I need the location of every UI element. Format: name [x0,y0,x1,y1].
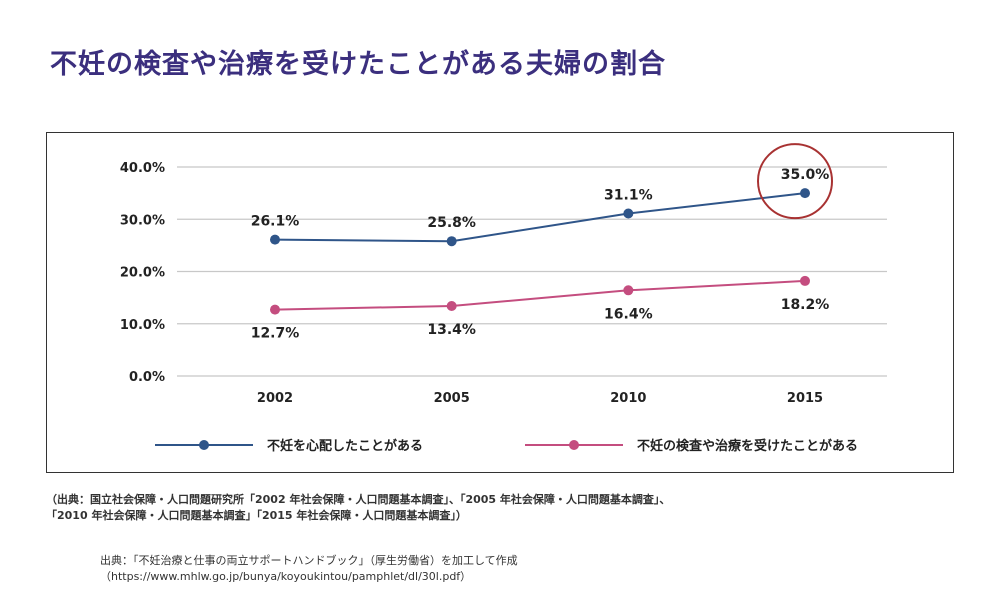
y-tick-label: 20.0% [120,266,165,281]
legend: 不妊を心配したことがある 不妊の検査や治療を受けたことがある [155,438,858,454]
y-tick-label: 30.0% [120,213,165,228]
citation: 出典：「不妊治療と仕事の両立サポートハンドブック」（厚生労働省）を加工して作成 … [100,553,518,585]
data-point [270,304,280,315]
data-label: 12.7% [251,326,300,342]
x-tick-label: 2002 [257,391,293,406]
data-label: 26.1% [251,214,300,230]
data-label: 18.2% [781,297,830,313]
highlight-circle [757,143,833,220]
y-tick-label: 0.0% [129,370,165,385]
data-label: 35.0% [781,167,830,183]
legend-label: 不妊を心配したことがある [267,438,423,454]
data-point [446,300,457,311]
data-label: 16.4% [604,306,653,322]
data-label: 25.8% [427,215,476,231]
data-point [623,285,634,296]
series-layer: 26.1% 25.8% 31.1% 35.0% 12.7% 13.4% 16.4% 18.2% [251,143,833,342]
legend-marker [199,440,209,450]
axis-labels: 0.0% 10.0% 20.0% 30.0% 40.0% 2002 2005 2010 2015 [120,161,823,406]
x-tick-label: 2010 [610,391,646,406]
x-tick-label: 2015 [787,391,823,406]
series-line [274,279,806,311]
page-title: 不妊の検査や治療を受けたことがある夫婦の割合 [50,49,666,80]
citation-line-2: （https://www.mhlw.go.jp/bunya/koyoukinto… [100,570,472,583]
data-label: 31.1% [604,188,653,204]
citation-line-1: 出典：「不妊治療と仕事の両立サポートハンドブック」（厚生労働省）を加工して作成 [100,554,518,567]
data-point [800,188,810,199]
data-point [446,236,457,247]
y-tick-label: 10.0% [120,318,165,333]
source-note-line-2: 「2010 年社会保障・人口問題基本調査」「2015 年社会保障・人口問題基本調… [46,509,467,522]
source-note: （出典：国立社会保障・人口問題研究所「2002 年社会保障・人口問題基本調査」、… [46,492,746,524]
series-line [274,192,806,243]
line-chart: 0.0% 10.0% 20.0% 30.0% 40.0% 2002 2005 2010 2015… [120,143,887,454]
data-label: 13.4% [427,322,476,338]
y-tick-label: 40.0% [120,161,165,176]
legend-marker [569,440,579,450]
data-point [623,208,634,219]
data-point [270,234,280,245]
chart-frame: 0.0% 10.0% 20.0% 30.0% 40.0% 2002 2005 2010 2015… [46,132,954,473]
grid-layer [177,166,887,377]
legend-label: 不妊の検査や治療を受けたことがある [637,438,858,454]
source-note-line-1: （出典：国立社会保障・人口問題研究所「2002 年社会保障・人口問題基本調査」、… [46,493,671,506]
data-point [800,275,810,286]
x-tick-label: 2005 [434,391,470,406]
